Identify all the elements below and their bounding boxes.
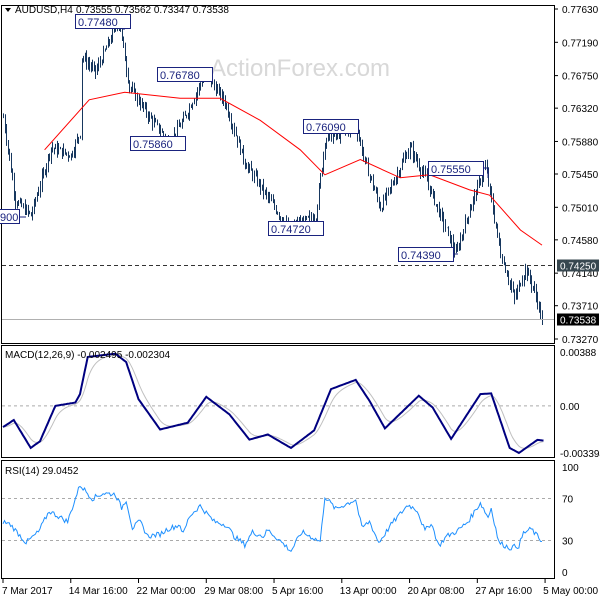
svg-text:0.74390: 0.74390 — [401, 250, 441, 262]
price-axis: 0.77630 0.77190 0.76750 0.76320 0.75880 0.754… — [554, 5, 599, 346]
current-price-label: 0.73538 — [560, 316, 597, 327]
symbol-label: AUDUSD,H4 — [15, 5, 73, 16]
level-price-tag — [557, 259, 599, 272]
rsi-tick-label: 100 — [562, 463, 579, 474]
macd-title: MACD(12,26,9) -0.002495 -0.002304 — [5, 350, 171, 361]
time-tick-label: 7 Mar 2017 — [2, 586, 53, 597]
swing-annotations: 0.77480 0.76780 0.75860 0.76090 0.74720 … — [0, 14, 489, 262]
rsi-tick-label: 0 — [562, 568, 568, 579]
time-tick-label: 20 Apr 08:00 — [408, 586, 465, 597]
time-axis: 7 Mar 2017 14 Mar 16:00 22 Mar 00:00 29 Mar… — [2, 579, 599, 597]
rsi-title: RSI(14) 29.0452 — [5, 466, 79, 477]
annotation-076090: 0.76090 — [303, 119, 359, 134]
macd-main-line — [2, 352, 544, 455]
price-tick-label: 0.76750 — [562, 72, 599, 83]
svg-text:0.76090: 0.76090 — [306, 122, 346, 134]
price-tick-label: 0.77190 — [562, 38, 599, 49]
annotation-074390: 0.74390 — [398, 247, 458, 262]
time-tick-label: 22 Mar 00:00 — [137, 586, 196, 597]
time-tick-label: 5 Apr 16:00 — [272, 586, 324, 597]
time-tick-label: 27 Apr 16:00 — [475, 586, 532, 597]
svg-text:900: 900 — [0, 212, 18, 224]
price-tick-label: 0.76320 — [562, 104, 599, 115]
svg-text:0.76780: 0.76780 — [160, 70, 200, 82]
price-tick-label: 0.73710 — [562, 302, 599, 313]
macd-axis: 0.00388 0.00 -0.003394 — [560, 348, 600, 460]
time-tick-label: 13 Apr 00:00 — [340, 586, 397, 597]
time-tick-label: 29 Mar 08:00 — [204, 586, 263, 597]
price-tick-label: 0.73270 — [562, 335, 599, 346]
ohlc-readout: 0.73555 0.73562 0.73347 0.73538 — [76, 5, 229, 16]
collapse-triangle-icon[interactable] — [5, 8, 11, 12]
macd-panel — [1, 345, 555, 458]
price-tick-label: 0.77630 — [562, 5, 599, 16]
macd-tick-label: -0.003394 — [560, 449, 600, 460]
chart-header: AUDUSD,H4 0.73555 0.73562 0.73347 0.7353… — [5, 5, 229, 16]
price-tick-label: 0.75880 — [562, 137, 599, 148]
rsi-tick-label: 70 — [562, 495, 574, 506]
price-tick-label: 0.75010 — [562, 203, 599, 214]
price-tick-label: 0.74140 — [562, 269, 599, 280]
current-price-tag — [557, 313, 599, 326]
macd-tick-label: 0.00 — [560, 402, 580, 413]
annotation-074900: 900 — [0, 209, 26, 224]
price-tick-label: 0.75450 — [562, 170, 599, 181]
time-tick-label: 14 Mar 16:00 — [69, 586, 128, 597]
svg-text:0.75860: 0.75860 — [133, 139, 173, 151]
svg-text:0.74720: 0.74720 — [271, 224, 311, 236]
macd-lines — [2, 352, 554, 455]
price-tick-label: 0.74580 — [562, 236, 599, 247]
rsi-panel — [1, 460, 555, 579]
annotation-075550: 0.75550 — [428, 161, 489, 178]
rsi-axis: 100 70 30 0 — [562, 463, 579, 579]
annotation-075860: 0.75860 — [130, 136, 186, 151]
svg-text:0.75550: 0.75550 — [431, 164, 471, 176]
time-tick-label: 5 May 00:00 — [543, 586, 598, 597]
moving-average-line — [44, 91, 543, 246]
rsi-line — [2, 485, 554, 553]
svg-text:0.77480: 0.77480 — [78, 17, 118, 29]
annotation-077480: 0.77480 — [75, 14, 131, 30]
macd-signal-line — [2, 354, 544, 449]
rsi-tick-label: 30 — [562, 537, 574, 548]
watermark: ActionForex.com — [210, 55, 390, 82]
annotation-076780: 0.76780 — [157, 67, 213, 82]
rsi-line — [2, 485, 543, 553]
macd-tick-label: 0.00388 — [560, 348, 597, 359]
annotation-074720: 0.74720 — [268, 220, 324, 236]
level-price-label: 0.74250 — [560, 262, 597, 273]
